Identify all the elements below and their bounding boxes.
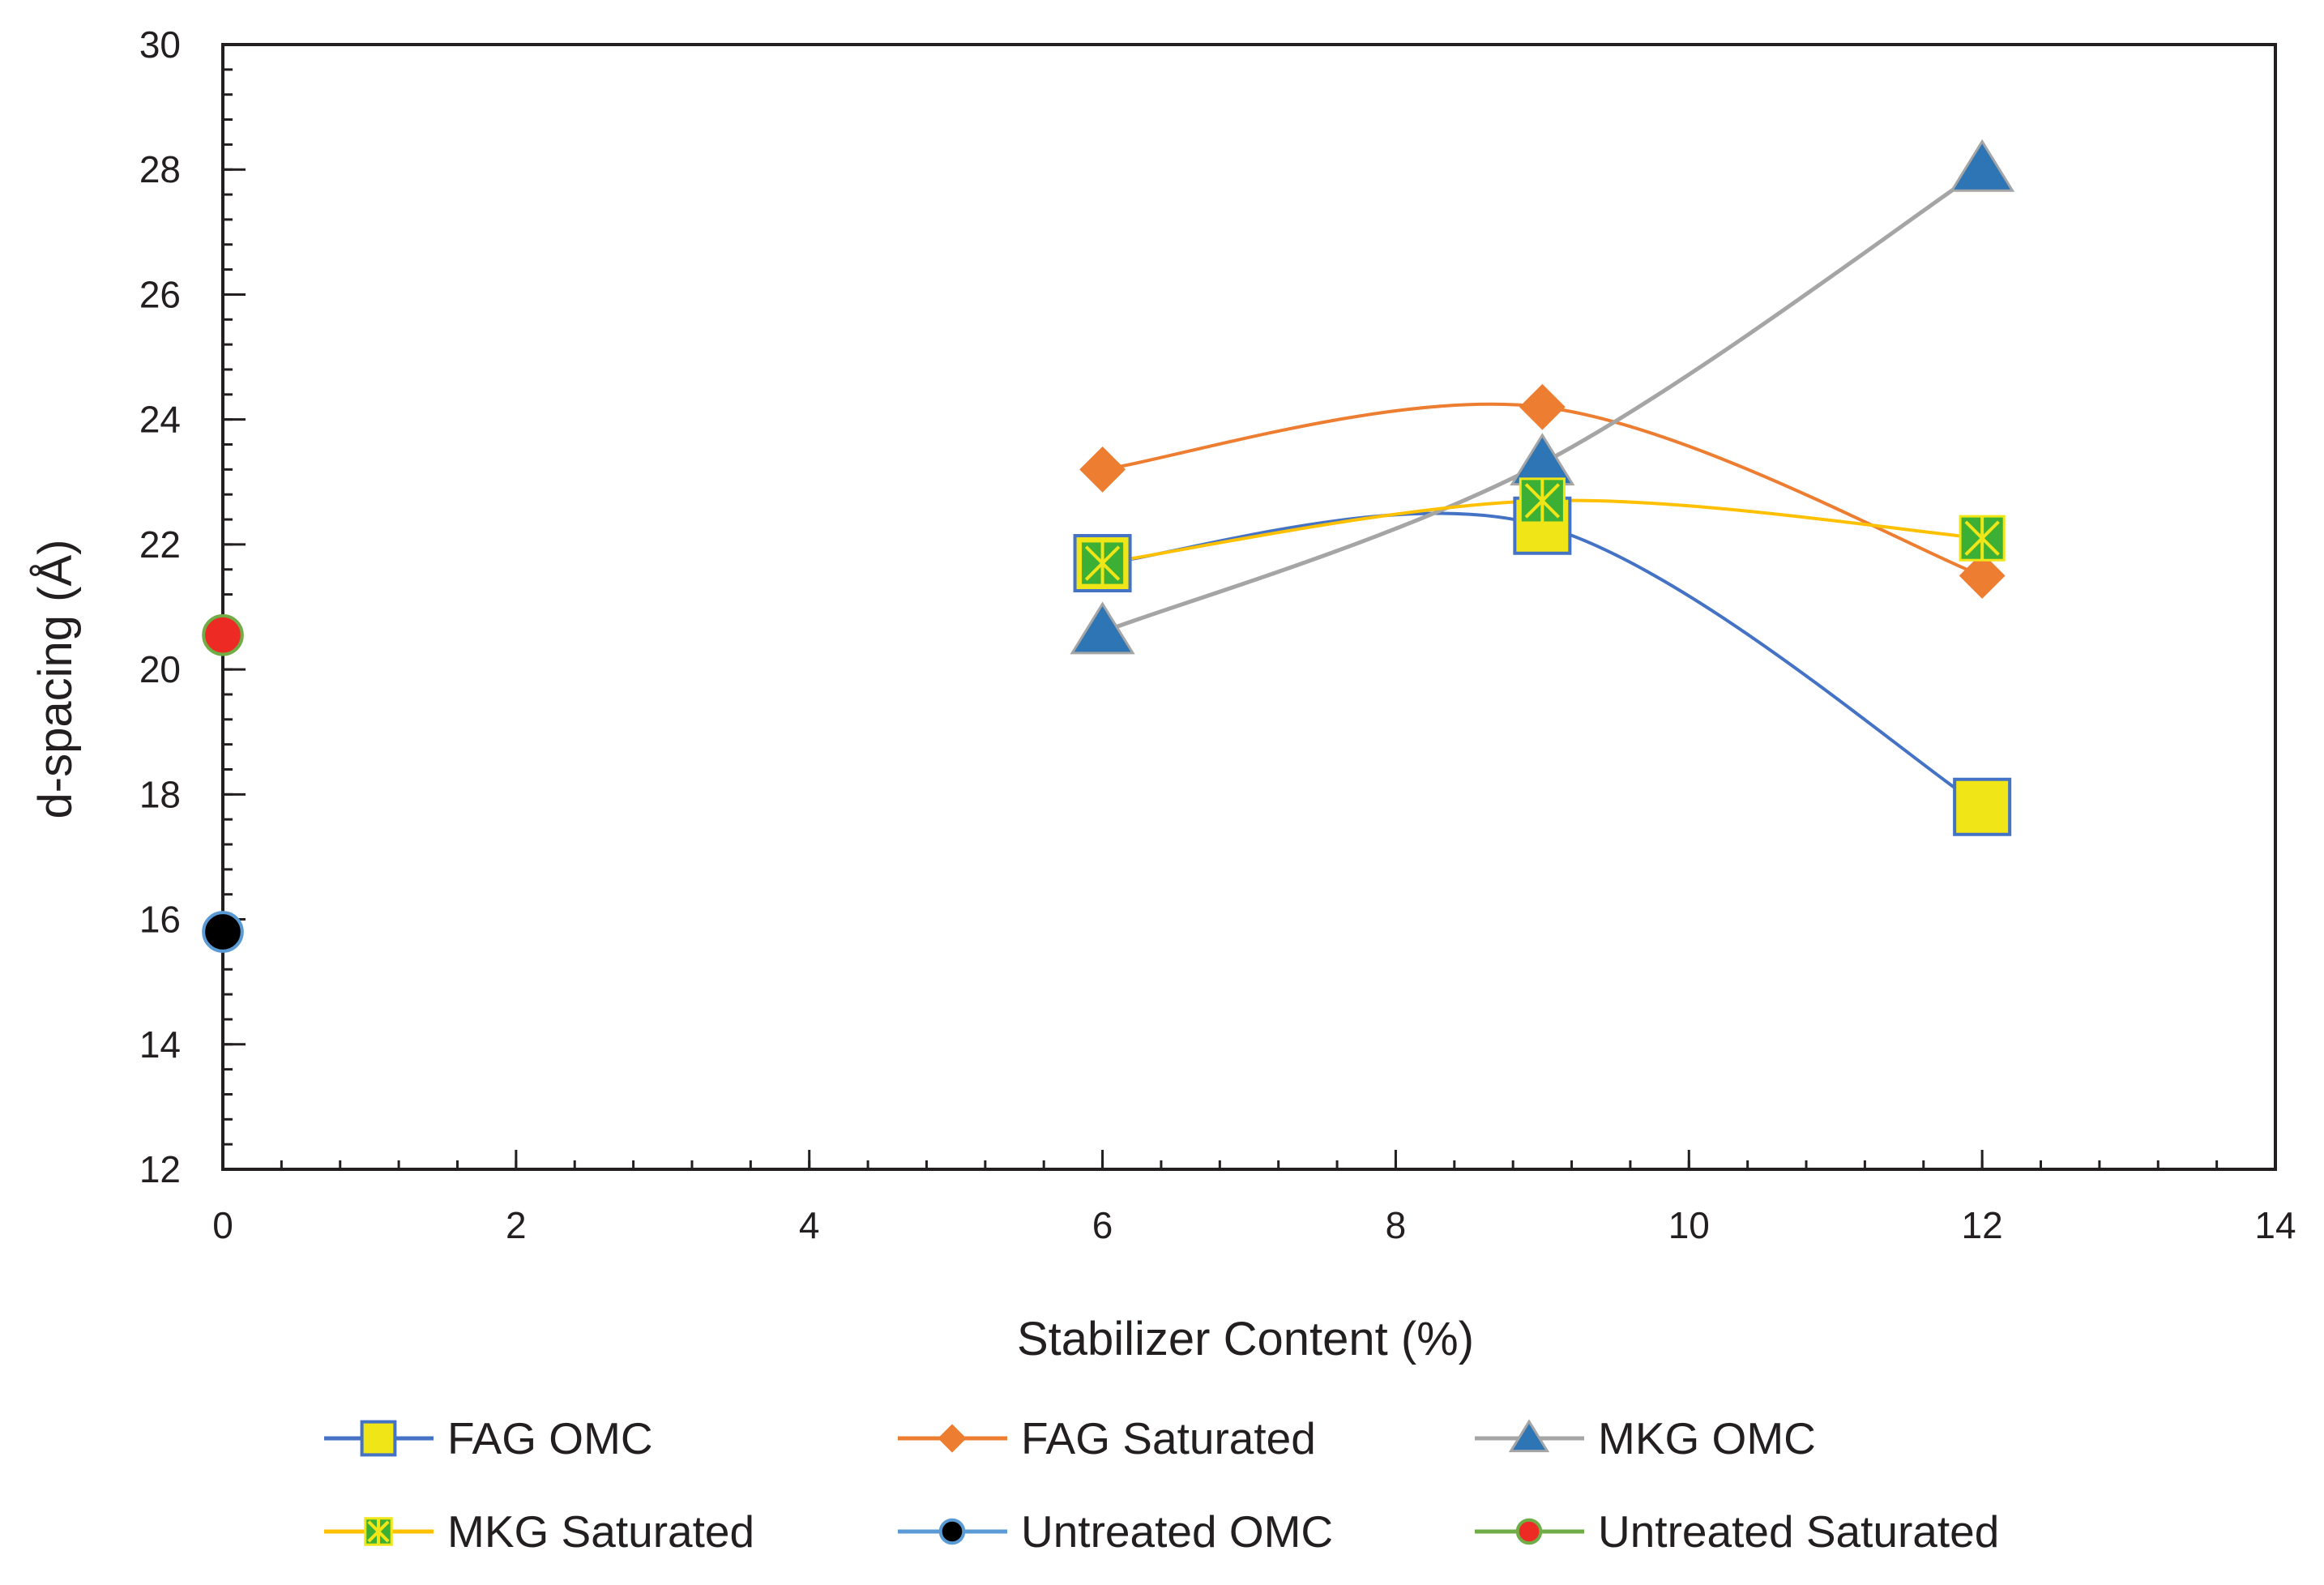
legend-label: Untreated OMC xyxy=(1021,1506,1333,1557)
data-point-fag-omc xyxy=(1953,777,2012,836)
legend-item-untreated-omc: Untreated OMC xyxy=(898,1506,1333,1557)
data-point-mkg-omc xyxy=(1070,601,1135,655)
marker-circle xyxy=(202,613,244,656)
y-tick-label: 20 xyxy=(139,648,181,690)
data-point-untreated-omc xyxy=(202,911,244,953)
legend-item-mkg-omc: MKG OMC xyxy=(1475,1413,1816,1463)
y-tick-label: 12 xyxy=(139,1148,181,1190)
series-line-fag-omc xyxy=(1102,511,1984,809)
x-tick-label: 4 xyxy=(799,1204,820,1246)
marker-circle xyxy=(202,911,244,953)
y-tick-label: 30 xyxy=(139,23,181,66)
y-axis-title: d-spacing (Å) xyxy=(29,540,82,819)
x-tick-label: 2 xyxy=(506,1204,527,1246)
x-axis-title: Stabilizer Content (%) xyxy=(1017,1313,1474,1365)
marker-triangle xyxy=(1508,1419,1550,1453)
y-tick-label: 26 xyxy=(139,273,181,315)
marker-square xyxy=(1953,777,2012,836)
legend-item-mkg-saturated: MKG Saturated xyxy=(324,1506,754,1557)
x-tick-label: 10 xyxy=(1668,1204,1710,1246)
data-point-untreated-saturated xyxy=(202,613,244,656)
legend: FAG OMC FAG Saturated MKG OMC MKG Saturated… xyxy=(324,1413,1999,1557)
y-tick-label: 14 xyxy=(139,1023,181,1066)
marker-diamond xyxy=(1959,553,2006,599)
legend-item-fag-omc: FAG OMC xyxy=(324,1413,653,1463)
series-markers xyxy=(202,139,2015,953)
data-point-mkg-saturated xyxy=(1519,477,1566,524)
legend-label: FAG Saturated xyxy=(1021,1413,1316,1463)
legend-marker xyxy=(1508,1419,1550,1453)
x-tick-label: 12 xyxy=(1962,1204,2003,1246)
marker-triangle xyxy=(1950,139,2015,192)
marker-circle xyxy=(1515,1518,1543,1545)
y-tick-label: 16 xyxy=(139,899,181,941)
legend-item-fag-saturated: FAG Saturated xyxy=(898,1413,1316,1463)
data-point-fag-saturated xyxy=(1079,446,1126,493)
data-point-fag-saturated xyxy=(1959,553,2006,599)
marker-diamond xyxy=(1079,446,1126,493)
y-tick-label: 22 xyxy=(139,523,181,566)
legend-marker xyxy=(938,1424,967,1453)
x-tick-label: 6 xyxy=(1092,1204,1113,1246)
data-point-mkg-saturated xyxy=(1959,515,2006,562)
legend-label: MKG OMC xyxy=(1598,1413,1816,1463)
x-tick-label: 0 xyxy=(212,1204,233,1246)
y-tick-label: 24 xyxy=(139,399,181,441)
marker-triangle xyxy=(1510,433,1575,486)
plot-frame xyxy=(221,43,2277,1171)
legend-marker xyxy=(360,1420,397,1457)
marker-square xyxy=(360,1420,397,1457)
y-tick-label: 28 xyxy=(139,148,181,190)
marker-triangle xyxy=(1070,601,1135,655)
data-point-fag-saturated xyxy=(1519,383,1566,430)
y-tick-label: 18 xyxy=(139,773,181,815)
legend-label: Untreated Saturated xyxy=(1598,1506,1999,1557)
legend-marker xyxy=(364,1517,393,1546)
x-tick-label: 8 xyxy=(1386,1204,1407,1246)
data-point-mkg-omc xyxy=(1950,139,2015,192)
legend-marker xyxy=(1515,1518,1543,1545)
marker-diamond xyxy=(1519,383,1566,430)
legend-marker xyxy=(938,1518,966,1545)
data-point-mkg-omc xyxy=(1510,433,1575,486)
legend-label: MKG Saturated xyxy=(447,1506,754,1557)
x-tick-label: 14 xyxy=(2254,1204,2296,1246)
marker-circle xyxy=(938,1518,966,1545)
marker-diamond xyxy=(938,1424,967,1453)
data-point-mkg-saturated xyxy=(1079,540,1126,587)
legend-item-untreated-saturated: Untreated Saturated xyxy=(1475,1506,1999,1557)
legend-label: FAG OMC xyxy=(447,1413,653,1463)
